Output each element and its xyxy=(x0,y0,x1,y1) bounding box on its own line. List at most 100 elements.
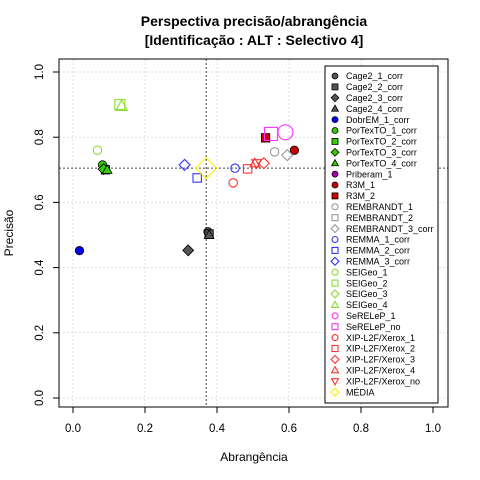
legend-label: REMBRANDT_2 xyxy=(346,213,413,223)
data-point xyxy=(178,158,191,172)
data-point xyxy=(230,163,240,173)
legend-label: REMMA_2_corr xyxy=(346,246,410,256)
legend-box xyxy=(324,65,439,404)
legend-label: SeRELeP_1 xyxy=(346,311,396,321)
legend-label: Cage2_3_corr xyxy=(346,93,403,103)
legend-label: PorTexTO_4_corr xyxy=(346,158,417,168)
legend-marker xyxy=(330,289,340,299)
legend-marker xyxy=(331,127,339,134)
data-point xyxy=(260,133,271,143)
legend-marker xyxy=(331,170,339,178)
y-tick-label: 0.0 xyxy=(34,390,46,406)
legend-marker xyxy=(330,104,340,112)
chart-subtitle: [Identificação : ALT : Selectivo 4] xyxy=(145,32,364,48)
legend-marker xyxy=(331,116,339,123)
data-point xyxy=(242,164,253,174)
data-point xyxy=(101,163,113,174)
data-point xyxy=(192,173,202,183)
y-axis-label: Precisão xyxy=(2,209,16,256)
legend-marker xyxy=(330,256,340,266)
legend-marker xyxy=(331,279,339,287)
legend-label: MÉDIA xyxy=(346,387,375,397)
legend-marker xyxy=(331,334,339,342)
data-point xyxy=(277,124,294,141)
legend-label: PorTexTO_1_corr xyxy=(346,126,417,136)
legend-marker xyxy=(331,235,339,244)
legend-marker xyxy=(330,387,340,397)
x-axis-label: Abrangência xyxy=(220,450,288,464)
legend-label: PorTexTO_3_corr xyxy=(346,148,417,158)
data-point xyxy=(250,159,263,170)
legend-label: REMBRANDT_3_corr xyxy=(346,224,434,234)
x-tick-label: 0.0 xyxy=(65,423,81,435)
legend-label: REMMA_3_corr xyxy=(346,257,410,267)
legend-label: XIP-L2F/Xerox_no xyxy=(346,376,420,386)
chart-title: Perspectiva precisão/abrangência xyxy=(141,13,368,29)
data-point xyxy=(228,178,238,188)
legend-marker xyxy=(330,354,340,365)
data-point xyxy=(195,156,218,180)
legend-marker xyxy=(331,246,339,254)
legend-marker xyxy=(330,223,340,234)
data-point xyxy=(269,147,280,157)
x-tick-label: 0.6 xyxy=(281,423,297,435)
legend-marker xyxy=(331,181,339,189)
data-point xyxy=(74,246,85,256)
legend-marker xyxy=(331,214,339,222)
legend-marker xyxy=(331,323,339,331)
y-tick-label: 0.2 xyxy=(34,325,46,341)
data-point xyxy=(280,148,294,162)
data-points xyxy=(74,99,299,257)
legend-label: SEIGeo_2 xyxy=(346,278,388,288)
legend-label: SEIGeo_3 xyxy=(346,289,388,299)
data-point xyxy=(182,244,195,257)
legend-marker xyxy=(331,268,339,276)
legend-marker xyxy=(330,147,340,157)
legend-marker xyxy=(330,158,340,167)
legend-label: R3M_1 xyxy=(346,180,375,190)
y-tick-label: 1.0 xyxy=(34,64,46,80)
legend-label: REMBRANDT_1 xyxy=(346,202,413,212)
legend-label: PorTexTO_2_corr xyxy=(346,137,417,147)
x-tick-label: 0.4 xyxy=(209,423,226,435)
y-tick-label: 0.8 xyxy=(34,129,46,145)
legend-label: REMMA_1_corr xyxy=(346,235,410,245)
legend-label: SeRELeP_no xyxy=(346,322,401,332)
legend-marker xyxy=(331,203,339,211)
legend-label: Cage2_4_corr xyxy=(346,104,403,114)
legend-label: DobrEM_1_corr xyxy=(346,115,410,125)
y-tick-label: 0.4 xyxy=(34,259,46,276)
y-tick-label: 0.6 xyxy=(34,194,46,210)
x-tick-label: 0.2 xyxy=(137,423,153,435)
legend-label: Cage2_1_corr xyxy=(346,71,403,81)
data-point xyxy=(114,99,129,112)
legend-marker xyxy=(331,137,339,145)
legend-marker xyxy=(330,365,340,374)
data-point xyxy=(289,145,299,155)
legend-marker xyxy=(331,344,339,353)
legend-label: SEIGeo_4 xyxy=(346,300,388,310)
x-tick-label: 1.0 xyxy=(425,423,441,435)
legend: Cage2_1_corrCage2_2_corrCage2_3_corrCage… xyxy=(324,65,439,404)
legend-marker xyxy=(330,93,340,103)
legend-marker xyxy=(331,83,339,91)
plot-frame xyxy=(58,58,449,408)
data-point xyxy=(203,229,215,239)
legend-marker xyxy=(331,72,339,80)
legend-label: XIP-L2F/Xerox_2 xyxy=(346,344,415,354)
legend-marker xyxy=(330,300,340,309)
data-point xyxy=(263,126,279,141)
data-point xyxy=(249,157,261,168)
legend-label: Cage2_2_corr xyxy=(346,82,403,92)
x-tick-label: 0.8 xyxy=(353,423,369,435)
legend-label: XIP-L2F/Xerox_4 xyxy=(346,366,415,376)
data-point xyxy=(92,145,103,155)
data-point xyxy=(114,99,126,111)
legend-label: R3M_2 xyxy=(346,191,375,201)
legend-marker xyxy=(331,192,339,200)
axes: 0.0 0.2 0.4 0.6 0.8 1.0 0.0 0.2 0.4 0.6 0.8 1.0 xyxy=(34,64,441,435)
legend-label: SEIGeo_1 xyxy=(346,267,388,277)
legend-label: Priberam_1 xyxy=(346,169,393,179)
legend-label: XIP-L2F/Xerox_3 xyxy=(346,355,415,365)
